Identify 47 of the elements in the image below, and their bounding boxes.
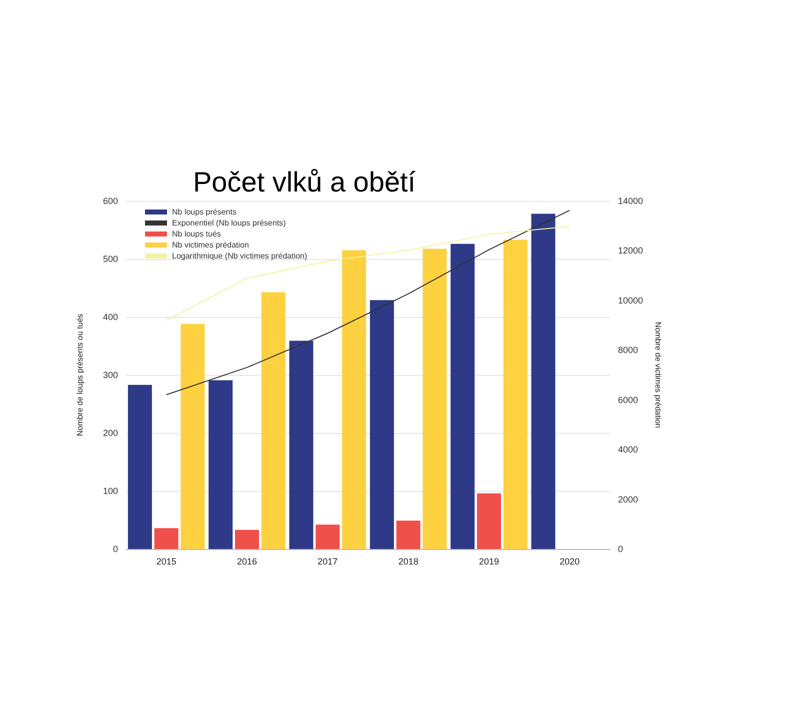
y2-tick-label: 10000 xyxy=(618,295,644,306)
line-series xyxy=(166,226,570,321)
chart-title: Počet vlků a obětí xyxy=(193,166,416,198)
bar xyxy=(289,340,314,549)
y2-tick-label: 6000 xyxy=(618,394,638,405)
legend-label: Nb loups présents xyxy=(172,208,236,216)
bar xyxy=(477,493,501,549)
bar xyxy=(422,248,447,549)
x-tick-label: 2016 xyxy=(236,556,258,566)
y-tick-label: 0 xyxy=(112,544,118,554)
y2-axis-title: Nombre de victimes prédation xyxy=(653,322,662,428)
legend-label: Logarithmique (Nb victimes prédation) xyxy=(172,252,308,260)
y2-tick-label: 0 xyxy=(618,544,624,554)
x-tick-label: 2017 xyxy=(318,556,338,566)
y-tick-label: 600 xyxy=(102,196,118,206)
y-tick-label: 500 xyxy=(102,254,118,264)
bar xyxy=(370,300,394,549)
bar xyxy=(128,384,152,549)
bar xyxy=(154,528,178,549)
bar xyxy=(316,524,340,549)
bar xyxy=(396,520,420,549)
x-tick-label: 2018 xyxy=(398,556,418,566)
bar xyxy=(180,324,205,549)
y2-tick-label: 4000 xyxy=(618,444,638,455)
y-tick-label: 300 xyxy=(102,370,118,380)
y2-tick-label: 2000 xyxy=(618,494,638,504)
y2-tick-label: 8000 xyxy=(618,345,638,356)
x-tick-label: 2015 xyxy=(156,556,176,566)
bar xyxy=(342,250,366,549)
bar xyxy=(208,380,233,549)
bar xyxy=(235,530,259,549)
bar xyxy=(503,240,528,549)
y-tick-label: 100 xyxy=(102,486,118,496)
legend-label: Exponentiel (Nb loups présents) xyxy=(172,218,286,228)
bar xyxy=(261,292,286,549)
y-axis-title: Nombre de loups présents ou tués xyxy=(76,314,84,436)
legend-label: Nb loups tués xyxy=(172,230,221,238)
y-tick-label: 200 xyxy=(102,428,118,438)
y2-tick-label: 12000 xyxy=(618,246,644,256)
legend-label: Nb victimes prédation xyxy=(172,240,249,250)
x-tick-label: 2020 xyxy=(560,556,580,566)
y2-tick-label: 14000 xyxy=(618,196,644,206)
bar xyxy=(531,214,556,549)
bar xyxy=(450,244,475,549)
x-tick-label: 2019 xyxy=(478,556,500,566)
y-tick-label: 400 xyxy=(102,312,118,322)
line-series xyxy=(166,210,570,396)
